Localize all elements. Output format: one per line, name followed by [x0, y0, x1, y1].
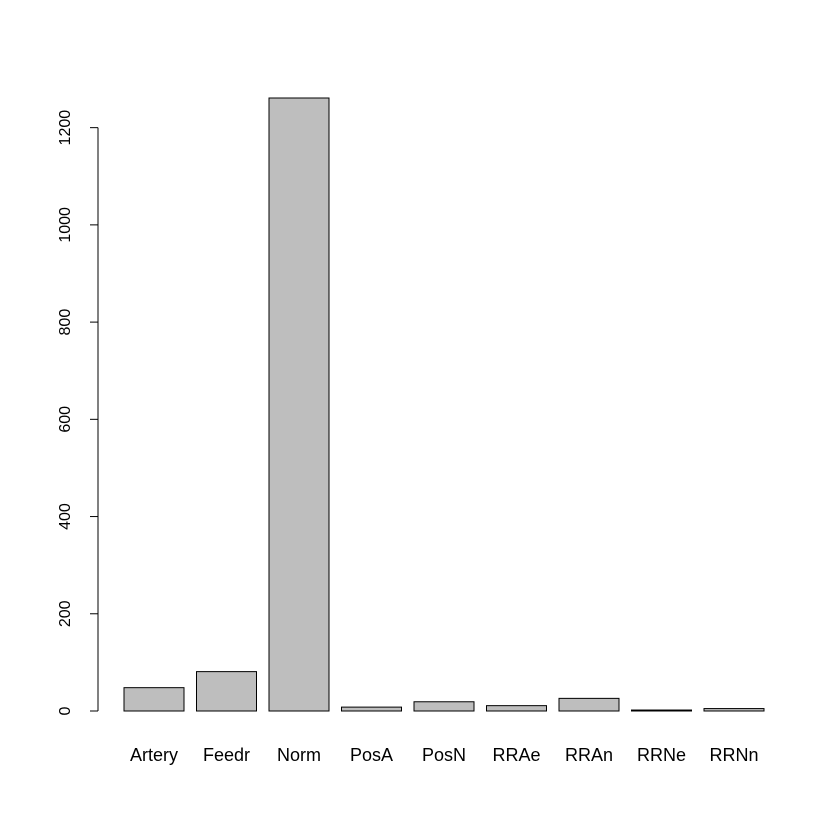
x-labels: Artery Feedr Norm PosA PosN RRAe RRAn RRNe RRNn — [130, 745, 759, 765]
bar-posn — [413, 701, 475, 712]
x-tick-label-posn: PosN — [422, 745, 466, 765]
bar-feedr — [196, 671, 257, 712]
x-tick-label-rran: RRAn — [565, 745, 613, 765]
bar-posa — [341, 706, 402, 712]
bar-rrnn — [703, 708, 765, 712]
x-tick-label-rrae: RRAe — [492, 745, 540, 765]
y-tick-label: 800 — [57, 309, 74, 336]
bar-norm — [268, 97, 330, 712]
y-tick-label: 1200 — [57, 110, 74, 146]
y-tick-label: 600 — [57, 406, 74, 433]
x-tick-label-artery: Artery — [130, 745, 178, 765]
x-tick-label-rrnn: RRNn — [709, 745, 758, 765]
x-tick-label-rrne: RRNe — [637, 745, 686, 765]
y-tick-label: 400 — [57, 503, 74, 530]
bar-rrne — [631, 709, 692, 712]
y-tick-label: 200 — [57, 600, 74, 627]
bars-layer — [123, 97, 765, 712]
bar-rran — [558, 697, 620, 712]
x-tick-label-posa: PosA — [350, 745, 393, 765]
bar-artery — [123, 687, 185, 712]
y-tick-label: 0 — [57, 706, 74, 715]
x-tick-label-norm: Norm — [277, 745, 321, 765]
bar-rrae — [486, 705, 547, 712]
y-axis: 0 200 400 600 800 1000 1200 — [57, 110, 99, 715]
x-tick-label-feedr: Feedr — [203, 745, 250, 765]
y-tick-label: 1000 — [57, 207, 74, 243]
